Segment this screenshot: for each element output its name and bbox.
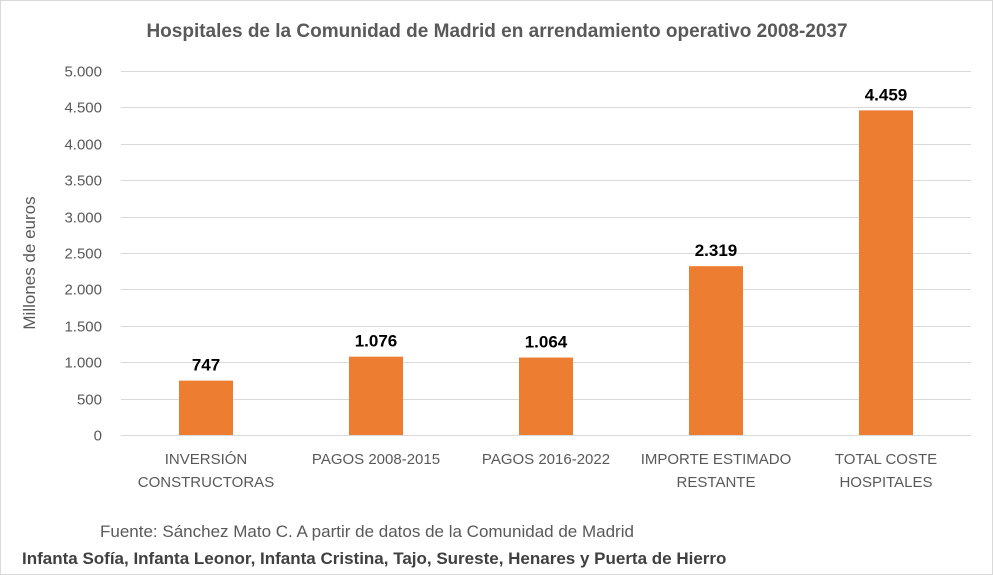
hospitals-note: Infanta Sofía, Infanta Leonor, Infanta C…	[22, 549, 727, 568]
category-label: PAGOS 2008-2015	[312, 451, 440, 468]
y-tick-label: 4.500	[64, 100, 102, 117]
bars	[179, 110, 913, 435]
y-tick-label: 5.000	[64, 64, 102, 81]
data-labels: 747 1.076 1.064 2.319 4.459	[192, 85, 907, 374]
category-label: CONSTRUCTORAS	[138, 474, 274, 491]
data-label: 747	[192, 356, 220, 375]
bar	[859, 110, 913, 435]
bar	[179, 380, 233, 435]
y-tick-label: 4.000	[64, 137, 102, 154]
y-tick-label: 2.500	[64, 246, 102, 263]
y-tick-label: 3.500	[64, 173, 102, 190]
chart-title: Hospitales de la Comunidad de Madrid en …	[146, 21, 847, 42]
y-tick-label: 1.500	[64, 319, 102, 336]
y-tick-label: 0	[94, 428, 102, 445]
y-axis-title: Millones de euros	[20, 196, 39, 329]
y-tick-label: 3.000	[64, 210, 102, 227]
bar	[349, 356, 403, 435]
category-label: RESTANTE	[677, 474, 756, 491]
category-label: PAGOS 2016-2022	[482, 451, 610, 468]
category-label: INVERSIÓN	[165, 451, 248, 468]
data-label: 4.459	[865, 85, 908, 104]
source-note: Fuente: Sánchez Mato C. A partir de dato…	[100, 522, 634, 541]
y-tick-label: 1.000	[64, 355, 102, 372]
y-tick-label: 500	[77, 392, 102, 409]
data-label: 1.076	[355, 332, 398, 351]
bar	[689, 266, 743, 435]
x-axis-categories: INVERSIÓN CONSTRUCTORAS PAGOS 2008-2015 PAG…	[138, 451, 937, 491]
category-label: TOTAL COSTE	[835, 451, 937, 468]
category-label: IMPORTE ESTIMADO	[641, 451, 792, 468]
data-label: 1.064	[525, 333, 568, 352]
bar	[519, 357, 573, 435]
data-label: 2.319	[695, 241, 738, 260]
category-label: HOSPITALES	[839, 474, 932, 491]
y-axis-ticks: 0 500 1.000 1.500 2.000 2.500 3.000 3.500 4.000 4…	[64, 64, 102, 445]
gridlines	[121, 71, 971, 436]
y-tick-label: 2.000	[64, 282, 102, 299]
